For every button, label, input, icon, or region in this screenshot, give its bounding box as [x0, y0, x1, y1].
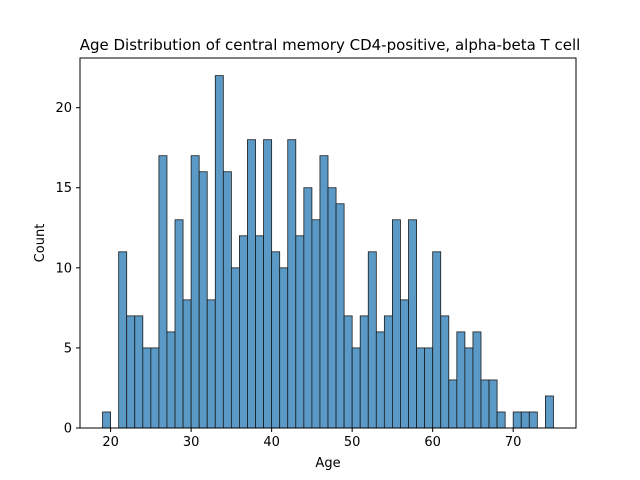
histogram-bar [432, 251, 442, 429]
histogram-bar [448, 379, 458, 429]
histogram-bar [198, 171, 208, 429]
histogram-bar [126, 315, 136, 429]
chart-title: Age Distribution of central memory CD4-p… [80, 36, 581, 54]
x-axis-title: Age [315, 456, 340, 471]
histogram-bar [118, 251, 128, 429]
histogram-bar [142, 347, 152, 429]
histogram-bar [279, 267, 289, 429]
histogram-bar [375, 331, 385, 429]
histogram-bar [174, 219, 184, 429]
bar-group [102, 75, 554, 429]
histogram-bar [520, 411, 530, 429]
x-tick-label: 60 [424, 435, 441, 450]
histogram-bar [166, 331, 176, 429]
histogram-bar [311, 219, 321, 429]
histogram-bar [480, 379, 490, 429]
histogram-bar [424, 347, 434, 429]
y-tick-label: 15 [55, 181, 72, 196]
x-tick-label: 40 [263, 435, 280, 450]
y-tick-label: 5 [64, 341, 72, 356]
histogram-bar [255, 235, 264, 429]
histogram-bar [367, 251, 377, 429]
histogram-bar [392, 219, 401, 429]
histogram-bar [472, 331, 482, 429]
y-axis-title: Count [33, 224, 48, 263]
x-axis-ticks: 20 30 40 50 60 70 [102, 428, 521, 450]
histogram-bar [158, 155, 168, 429]
histogram-bar [327, 187, 337, 429]
y-axis-ticks: 0 5 10 15 20 [55, 101, 80, 437]
histogram-bar [440, 315, 450, 429]
histogram-bar [335, 203, 345, 429]
x-tick-label: 70 [505, 435, 522, 450]
histogram-bar [214, 75, 224, 429]
x-tick-label: 30 [183, 435, 200, 450]
histogram-bar [182, 299, 192, 429]
histogram-bar [222, 171, 232, 429]
histogram-bar [230, 267, 240, 429]
histogram-bar [464, 347, 474, 429]
histogram-bar [247, 139, 256, 429]
histogram-bar [239, 235, 248, 429]
histogram-bar [102, 411, 111, 429]
histogram-bar [408, 219, 417, 429]
histogram-bar [416, 347, 426, 429]
histogram-bar [206, 299, 216, 429]
histogram-bar [359, 315, 369, 429]
plot-frame [79, 57, 577, 429]
histogram-bar [134, 315, 144, 429]
histogram-bar [496, 411, 506, 429]
histogram-bar [150, 347, 160, 429]
histogram-bar [545, 395, 554, 429]
histogram-bar [383, 315, 393, 429]
histogram-bar [528, 411, 538, 429]
y-tick-label: 10 [55, 261, 72, 276]
x-tick-label: 50 [344, 435, 361, 450]
histogram-bar [295, 235, 305, 429]
histogram-bar [263, 139, 273, 429]
y-tick-label: 20 [55, 101, 72, 116]
histogram-bar [488, 379, 498, 429]
histogram-bar [512, 411, 522, 429]
histogram-bar [351, 347, 361, 429]
histogram-bar [400, 299, 409, 429]
histogram-bar [319, 155, 329, 429]
x-tick-label: 20 [102, 435, 119, 450]
histogram-bar [287, 139, 297, 429]
histogram-bar [271, 251, 281, 429]
histogram-bar [190, 155, 200, 429]
histogram-bar [456, 331, 466, 429]
y-tick-label: 0 [64, 422, 72, 437]
histogram-bar [343, 315, 353, 429]
histogram-bar [303, 187, 313, 429]
